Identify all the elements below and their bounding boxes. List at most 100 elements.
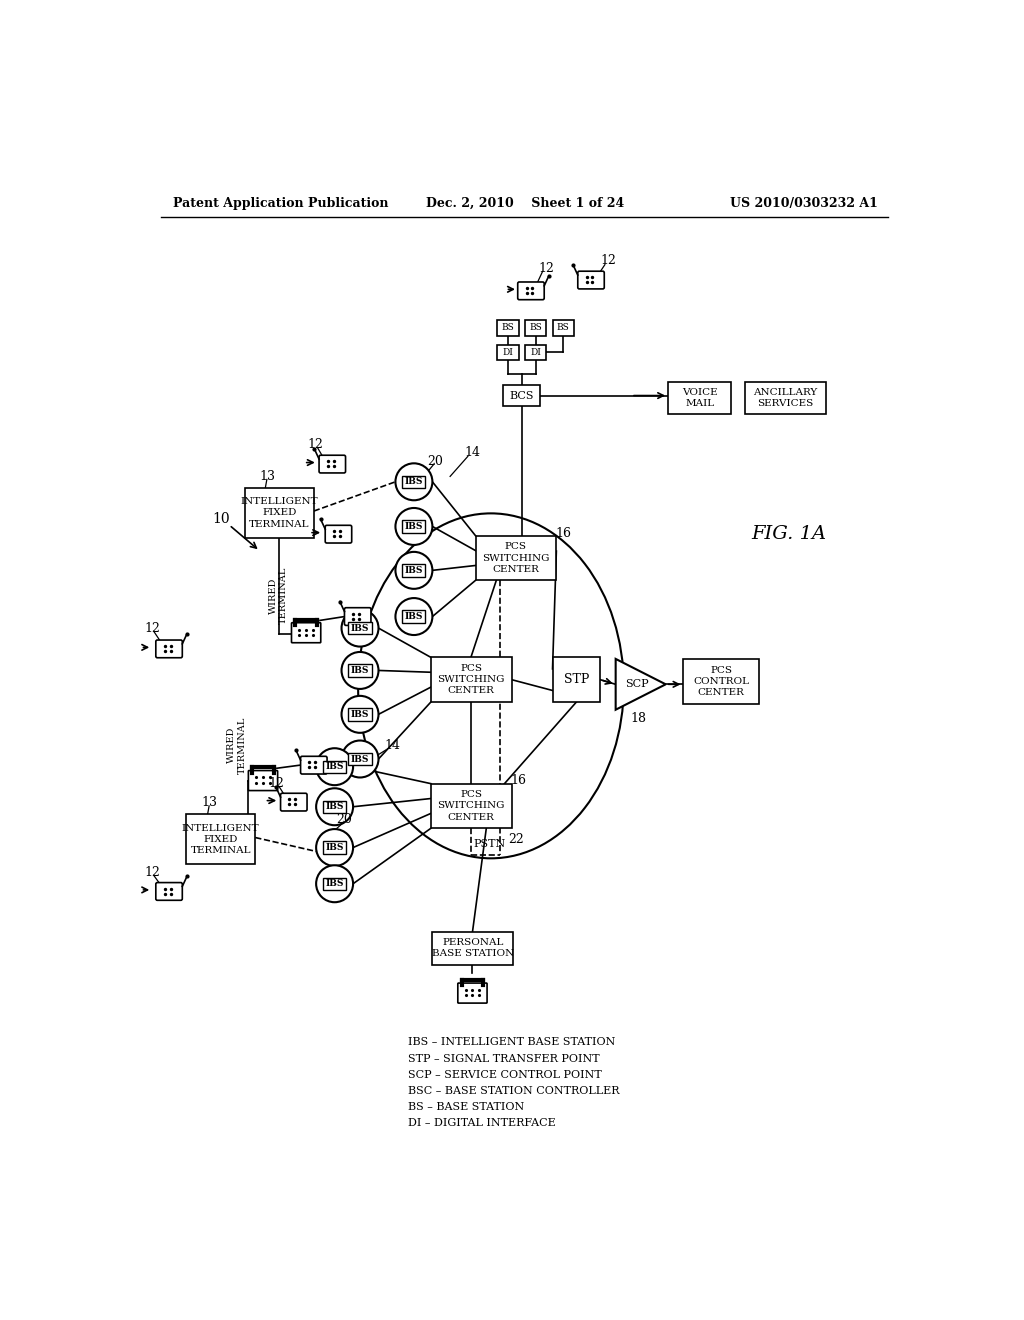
- Text: DI: DI: [503, 348, 513, 356]
- Text: INTELLIGENT
FIXED
TERMINAL: INTELLIGENT FIXED TERMINAL: [182, 824, 259, 855]
- Text: IBS: IBS: [404, 566, 423, 574]
- FancyBboxPatch shape: [431, 657, 512, 702]
- Text: 14: 14: [384, 739, 400, 751]
- Text: INTELLIGENT
FIXED
TERMINAL: INTELLIGENT FIXED TERMINAL: [241, 498, 318, 528]
- FancyBboxPatch shape: [326, 525, 351, 543]
- FancyBboxPatch shape: [348, 664, 372, 677]
- FancyBboxPatch shape: [475, 536, 556, 581]
- FancyBboxPatch shape: [431, 784, 512, 829]
- FancyBboxPatch shape: [156, 883, 182, 900]
- Circle shape: [316, 788, 353, 825]
- Text: IBS: IBS: [404, 478, 423, 486]
- Text: VOICE
MAIL: VOICE MAIL: [682, 388, 718, 408]
- Circle shape: [395, 508, 432, 545]
- FancyBboxPatch shape: [402, 610, 425, 623]
- Circle shape: [342, 652, 379, 689]
- Circle shape: [395, 598, 432, 635]
- FancyBboxPatch shape: [578, 271, 604, 289]
- FancyBboxPatch shape: [319, 455, 345, 473]
- Text: SCP: SCP: [625, 680, 648, 689]
- FancyBboxPatch shape: [497, 321, 518, 335]
- Text: IBS: IBS: [351, 755, 370, 763]
- Text: IBS: IBS: [326, 762, 344, 771]
- Text: ANCILLARY
SERVICES: ANCILLARY SERVICES: [754, 388, 817, 408]
- Text: 20: 20: [428, 454, 443, 467]
- FancyBboxPatch shape: [348, 752, 372, 766]
- Text: 12: 12: [600, 255, 615, 268]
- Text: DI: DI: [530, 348, 541, 356]
- FancyBboxPatch shape: [323, 760, 346, 774]
- FancyBboxPatch shape: [518, 282, 544, 300]
- Text: DI – DIGITAL INTERFACE: DI – DIGITAL INTERFACE: [408, 1118, 555, 1129]
- FancyBboxPatch shape: [553, 657, 600, 702]
- FancyBboxPatch shape: [402, 520, 425, 533]
- Text: 12: 12: [307, 438, 324, 451]
- Text: IBS: IBS: [326, 803, 344, 812]
- FancyBboxPatch shape: [323, 800, 346, 813]
- Text: PCS
SWITCHING
CENTER: PCS SWITCHING CENTER: [437, 664, 505, 696]
- FancyBboxPatch shape: [402, 475, 425, 488]
- FancyBboxPatch shape: [668, 381, 731, 414]
- Text: BCS: BCS: [510, 391, 534, 400]
- Circle shape: [342, 741, 379, 777]
- Text: BS: BS: [502, 323, 514, 333]
- Text: IBS: IBS: [351, 667, 370, 675]
- Text: US 2010/0303232 A1: US 2010/0303232 A1: [729, 197, 878, 210]
- Text: 12: 12: [269, 777, 285, 791]
- Text: BSC – BASE STATION CONTROLLER: BSC – BASE STATION CONTROLLER: [408, 1086, 620, 1096]
- Text: IBS: IBS: [326, 843, 344, 851]
- Text: PCS
SWITCHING
CENTER: PCS SWITCHING CENTER: [437, 791, 505, 821]
- FancyBboxPatch shape: [323, 841, 346, 854]
- FancyBboxPatch shape: [503, 385, 541, 407]
- FancyBboxPatch shape: [745, 381, 826, 414]
- FancyBboxPatch shape: [432, 932, 513, 965]
- Text: 22: 22: [508, 833, 523, 846]
- Circle shape: [316, 748, 353, 785]
- Text: WIRED
TERMINAL: WIRED TERMINAL: [268, 568, 288, 624]
- FancyBboxPatch shape: [292, 623, 321, 643]
- Text: 12: 12: [144, 622, 160, 635]
- FancyBboxPatch shape: [402, 564, 425, 577]
- Text: 18: 18: [631, 713, 647, 726]
- Text: BS – BASE STATION: BS – BASE STATION: [408, 1102, 524, 1111]
- Text: 20: 20: [337, 813, 352, 825]
- Text: PCS
SWITCHING
CENTER: PCS SWITCHING CENTER: [482, 543, 550, 574]
- Polygon shape: [615, 659, 666, 710]
- FancyBboxPatch shape: [524, 345, 547, 360]
- Text: IBS: IBS: [404, 612, 423, 620]
- Text: 13: 13: [201, 796, 217, 809]
- Circle shape: [316, 829, 353, 866]
- Text: FIG. 1A: FIG. 1A: [752, 525, 826, 543]
- Text: 12: 12: [539, 261, 554, 275]
- Circle shape: [395, 463, 432, 500]
- FancyBboxPatch shape: [524, 321, 547, 335]
- Text: IBS – INTELLIGENT BASE STATION: IBS – INTELLIGENT BASE STATION: [408, 1038, 615, 1047]
- Text: WIRED
TERMINAL: WIRED TERMINAL: [227, 717, 247, 774]
- FancyBboxPatch shape: [281, 793, 307, 810]
- FancyBboxPatch shape: [683, 659, 759, 704]
- Text: 10: 10: [213, 512, 230, 525]
- FancyBboxPatch shape: [348, 708, 372, 721]
- FancyBboxPatch shape: [186, 814, 255, 865]
- Text: BS: BS: [529, 323, 542, 333]
- Text: Patent Application Publication: Patent Application Publication: [173, 197, 388, 210]
- Circle shape: [316, 866, 353, 903]
- Text: PCS
CONTROL
CENTER: PCS CONTROL CENTER: [693, 665, 750, 697]
- Text: IBS: IBS: [351, 623, 370, 632]
- Text: STP – SIGNAL TRANSFER POINT: STP – SIGNAL TRANSFER POINT: [408, 1053, 599, 1064]
- Text: 12: 12: [144, 866, 160, 879]
- Text: BS: BS: [557, 323, 569, 333]
- Text: 16: 16: [555, 527, 571, 540]
- FancyBboxPatch shape: [497, 345, 518, 360]
- FancyBboxPatch shape: [323, 878, 346, 890]
- Circle shape: [342, 696, 379, 733]
- Text: IBS: IBS: [326, 879, 344, 888]
- FancyBboxPatch shape: [301, 756, 327, 774]
- FancyBboxPatch shape: [348, 622, 372, 635]
- FancyBboxPatch shape: [245, 488, 313, 539]
- Text: PSTN: PSTN: [473, 838, 506, 849]
- Text: PERSONAL
BASE STATION: PERSONAL BASE STATION: [432, 939, 514, 958]
- Text: 16: 16: [511, 774, 526, 787]
- Text: Dec. 2, 2010    Sheet 1 of 24: Dec. 2, 2010 Sheet 1 of 24: [426, 197, 624, 210]
- Text: IBS: IBS: [404, 521, 423, 531]
